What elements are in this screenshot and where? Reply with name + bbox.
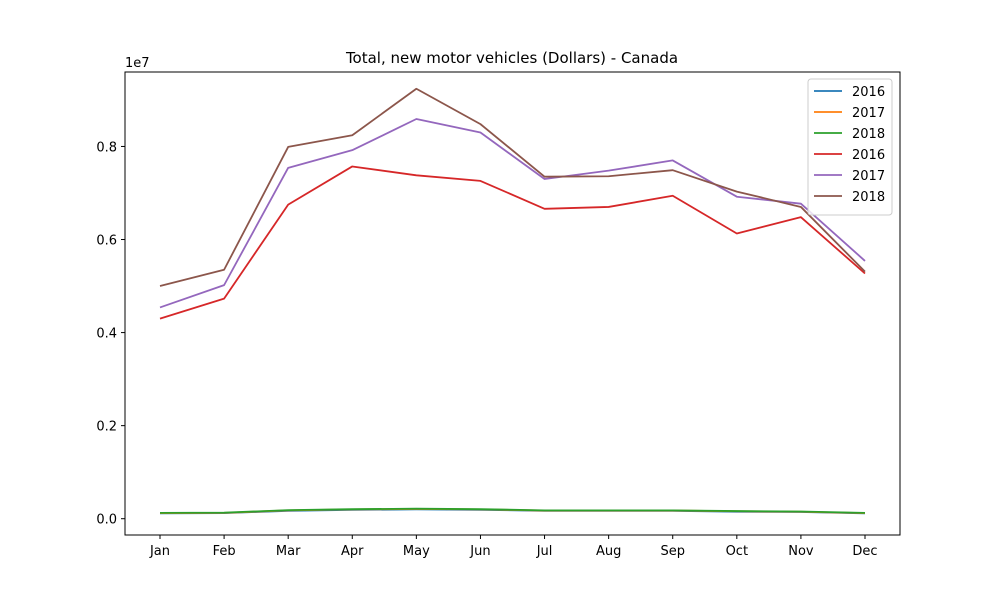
y-axis-offset-label: 1e7: [125, 56, 150, 71]
y-tick-label: 0.2: [96, 420, 117, 435]
x-tick-label: Feb: [213, 544, 236, 559]
series-line-6: [159, 87, 866, 287]
series-line-5: [159, 118, 866, 309]
x-tick-label: Sep: [660, 544, 685, 559]
chart-title: Total, new motor vehicles (Dollars) - Ca…: [345, 49, 678, 67]
x-tick-label: May: [403, 544, 430, 559]
x-tick-label: Oct: [726, 544, 748, 559]
x-tick-label: Nov: [788, 544, 814, 559]
x-tick-label: Dec: [852, 544, 877, 559]
axes-frame: [124, 71, 901, 536]
legend-label: 2018: [852, 190, 885, 205]
series-line-3: [159, 507, 866, 514]
legend-box: [807, 78, 893, 216]
y-tick-label: 0.8: [96, 140, 117, 155]
y-tick-label: 0.6: [96, 234, 117, 249]
axes: Jan Feb Mar Apr May Jun Jul Aug Sep Oct Nov Dec 0.0 0…: [96, 71, 901, 559]
series-line-4: [159, 165, 866, 320]
y-tick-label: 0.4: [96, 327, 117, 342]
legend-label: 2017: [852, 169, 885, 184]
legend: 2016 2017 2018 2016 2017 2018: [807, 78, 893, 216]
x-tick-label: Mar: [276, 544, 301, 559]
plot-area: [159, 87, 866, 515]
x-tick-label: Jun: [469, 544, 490, 559]
x-tick-label: Jul: [536, 544, 553, 559]
legend-label: 2016: [852, 85, 885, 100]
x-tick-label: Jan: [149, 544, 170, 559]
legend-label: 2017: [852, 106, 885, 121]
y-tick-label: 0.0: [96, 513, 117, 528]
x-tick-label: Apr: [341, 544, 364, 559]
x-tick-label: Aug: [596, 544, 621, 559]
legend-label: 2018: [852, 127, 885, 142]
legend-label: 2016: [852, 148, 885, 163]
